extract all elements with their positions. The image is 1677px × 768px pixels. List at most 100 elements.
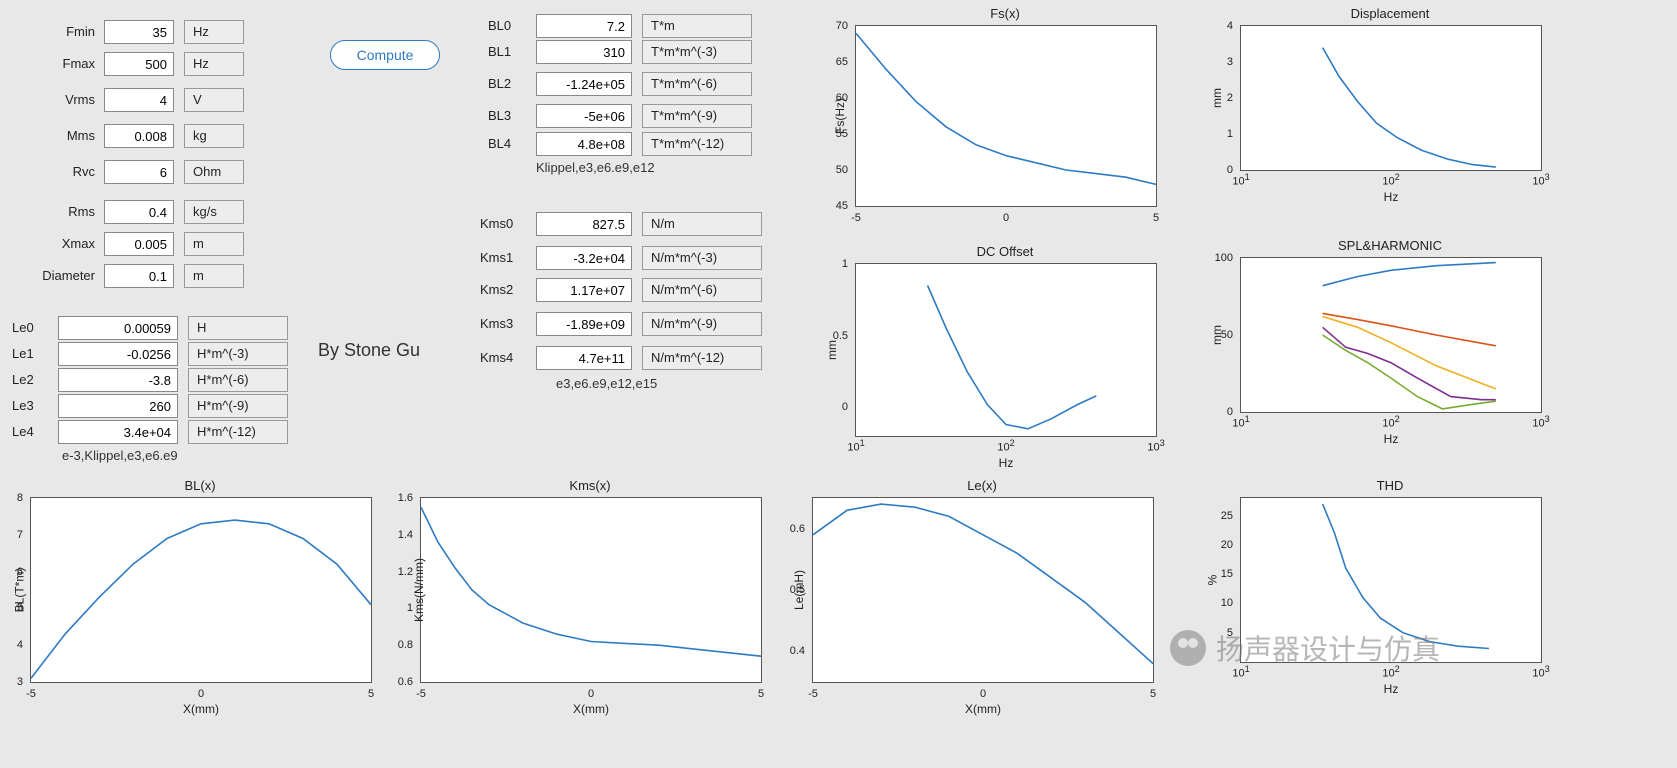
unit-Vrms: V — [184, 88, 244, 112]
plot-title: Le(x) — [812, 478, 1152, 493]
input-Diameter[interactable] — [104, 264, 174, 288]
tick-y: 1 — [842, 258, 848, 270]
tick-x: -5 — [851, 212, 861, 224]
input-BL2[interactable] — [536, 72, 632, 96]
ylabel: Le(mH) — [792, 570, 806, 610]
plot-title: SPL&HARMONIC — [1240, 238, 1540, 253]
plot-splharmonic: SPL&HARMONIC101102103050100mmHz — [1240, 238, 1540, 448]
input-Rms[interactable] — [104, 200, 174, 224]
watermark: 扬声器设计与仿真 — [1170, 628, 1440, 668]
watermark-text: 扬声器设计与仿真 — [1216, 628, 1440, 668]
input-Le2[interactable] — [58, 368, 178, 392]
xlabel: X(mm) — [421, 702, 761, 716]
tick-y: 1.2 — [398, 566, 413, 578]
tick-x: 102 — [1382, 414, 1399, 430]
input-Le1[interactable] — [58, 342, 178, 366]
tick-y: 45 — [836, 200, 848, 212]
plot-title: Kms(x) — [420, 478, 760, 493]
unit-Xmax: m — [184, 232, 244, 256]
xlabel: Hz — [1241, 682, 1541, 696]
tick-y: 0 — [1227, 406, 1233, 418]
input-Kms4[interactable] — [536, 346, 632, 370]
input-BL4[interactable] — [536, 132, 632, 156]
input-Fmax[interactable] — [104, 52, 174, 76]
label-Diameter: Diameter — [30, 268, 95, 283]
label-Le1: Le1 — [12, 346, 52, 361]
ylabel: Kms(N/mm) — [412, 558, 426, 622]
unit-Rms: kg/s — [184, 200, 244, 224]
xlabel: X(mm) — [31, 702, 371, 716]
tick-x: -5 — [26, 688, 36, 700]
tick-x: 5 — [1150, 688, 1156, 700]
unit-Kms2: N/m*m^(-6) — [642, 278, 762, 302]
unit-Fmax: Hz — [184, 52, 244, 76]
tick-x: 0 — [980, 688, 986, 700]
unit-Fmin: Hz — [184, 20, 244, 44]
unit-BL1: T*m*m^(-3) — [642, 40, 752, 64]
tick-y: 0.6 — [398, 676, 413, 688]
label-Le4: Le4 — [12, 424, 52, 439]
plot-title: BL(x) — [30, 478, 370, 493]
xlabel: Hz — [1241, 190, 1541, 204]
label-Rvc: Rvc — [30, 164, 95, 179]
tick-y: 8 — [17, 492, 23, 504]
ylabel: % — [1205, 575, 1219, 586]
label-Kms1: Kms1 — [480, 250, 528, 265]
tick-x: 102 — [997, 438, 1014, 454]
input-Le0[interactable] — [58, 316, 178, 340]
tick-y: 65 — [836, 56, 848, 68]
label-Vrms: Vrms — [30, 92, 95, 107]
input-Fmin[interactable] — [104, 20, 174, 44]
tick-y: 1 — [1227, 128, 1233, 140]
input-BL0[interactable] — [536, 14, 632, 38]
input-Le4[interactable] — [58, 420, 178, 444]
input-Kms1[interactable] — [536, 246, 632, 270]
input-Kms3[interactable] — [536, 312, 632, 336]
unit-Rvc: Ohm — [184, 160, 244, 184]
tick-y: 0.6 — [790, 523, 805, 535]
input-BL1[interactable] — [536, 40, 632, 64]
input-Kms0[interactable] — [536, 212, 632, 236]
unit-Kms4: N/m*m^(-12) — [642, 346, 762, 370]
tick-x: 5 — [1153, 212, 1159, 224]
label-BL3: BL3 — [488, 108, 528, 123]
input-Xmax[interactable] — [104, 232, 174, 256]
unit-Le1: H*m^(-3) — [188, 342, 288, 366]
label-Le0: Le0 — [12, 320, 52, 335]
tick-y: 1.6 — [398, 492, 413, 504]
label-Xmax: Xmax — [30, 236, 95, 251]
ylabel: mm — [1210, 88, 1224, 108]
unit-BL2: T*m*m^(-6) — [642, 72, 752, 96]
label-Le2: Le2 — [12, 372, 52, 387]
input-Vrms[interactable] — [104, 88, 174, 112]
input-Mms[interactable] — [104, 124, 174, 148]
plot-fsx: Fs(x)-505455055606570Fs(Hz) — [855, 6, 1155, 226]
unit-Kms3: N/m*m^(-9) — [642, 312, 762, 336]
compute-button[interactable]: Compute — [330, 40, 440, 70]
plot-title: Displacement — [1240, 6, 1540, 21]
tick-x: 0 — [198, 688, 204, 700]
tick-y: 0 — [1227, 164, 1233, 176]
ylabel: mm — [1210, 325, 1224, 345]
input-Kms2[interactable] — [536, 278, 632, 302]
tick-x: -5 — [808, 688, 818, 700]
unit-BL0: T*m — [642, 14, 752, 38]
plot-displacement: Displacement10110210301234mmHz — [1240, 6, 1540, 206]
tick-y: 1.4 — [398, 529, 413, 541]
ylabel: Fs(Hz) — [833, 98, 847, 134]
tick-x: 103 — [1532, 414, 1549, 430]
tick-x: 101 — [847, 438, 864, 454]
input-Le3[interactable] — [58, 394, 178, 418]
label-Fmax: Fmax — [30, 56, 95, 71]
tick-y: 0.8 — [398, 639, 413, 651]
tick-x: 103 — [1532, 172, 1549, 188]
tick-y: 15 — [1221, 568, 1233, 580]
xlabel: Hz — [856, 456, 1156, 470]
input-Rvc[interactable] — [104, 160, 174, 184]
plot-lex: Le(x)-5050.40.50.6Le(mH)X(mm) — [812, 478, 1152, 718]
tick-x: 103 — [1147, 438, 1164, 454]
wechat-icon — [1170, 630, 1206, 666]
input-BL3[interactable] — [536, 104, 632, 128]
tick-x: 0 — [1003, 212, 1009, 224]
label-Kms2: Kms2 — [480, 282, 528, 297]
